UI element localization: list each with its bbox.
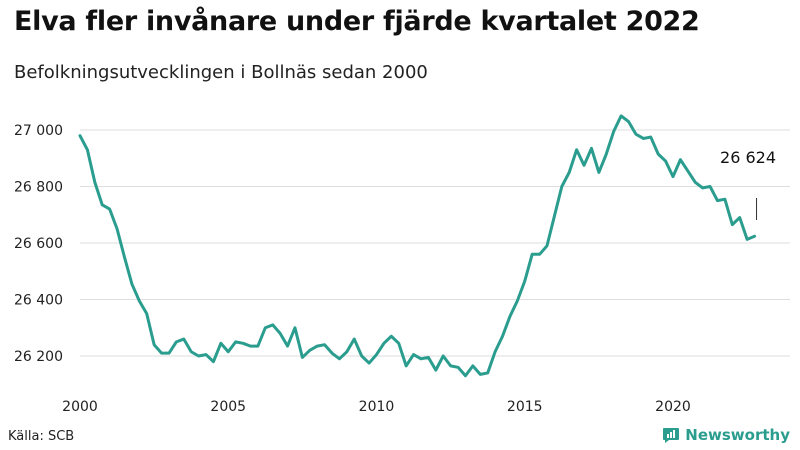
y-tick-label: 26 800 — [14, 180, 63, 196]
series-line — [78, 114, 757, 378]
x-tick-label: 2020 — [655, 399, 691, 415]
y-tick-label: 26 400 — [14, 293, 63, 309]
x-tick-label: 2005 — [210, 399, 246, 415]
y-tick-label: 26 200 — [14, 349, 63, 365]
newsworthy-logo-icon — [663, 428, 680, 443]
chart-title: Elva fler invånare under fjärde kvartale… — [14, 6, 700, 37]
x-tick-label: 2015 — [507, 399, 543, 415]
chart-subtitle: Befolkningsutvecklingen i Bollnäs sedan … — [14, 62, 428, 83]
source-note: Källa: SCB — [8, 429, 75, 444]
x-tick-label: 2010 — [359, 399, 395, 415]
y-tick-label: 27 000 — [14, 123, 63, 139]
y-tick-label: 26 600 — [14, 236, 63, 252]
last-value-label: 26 624 — [720, 148, 776, 167]
brand-logo: Newsworthy — [662, 426, 790, 444]
brand-name: Newsworthy — [685, 426, 790, 444]
x-tick-label: 2000 — [62, 399, 98, 415]
